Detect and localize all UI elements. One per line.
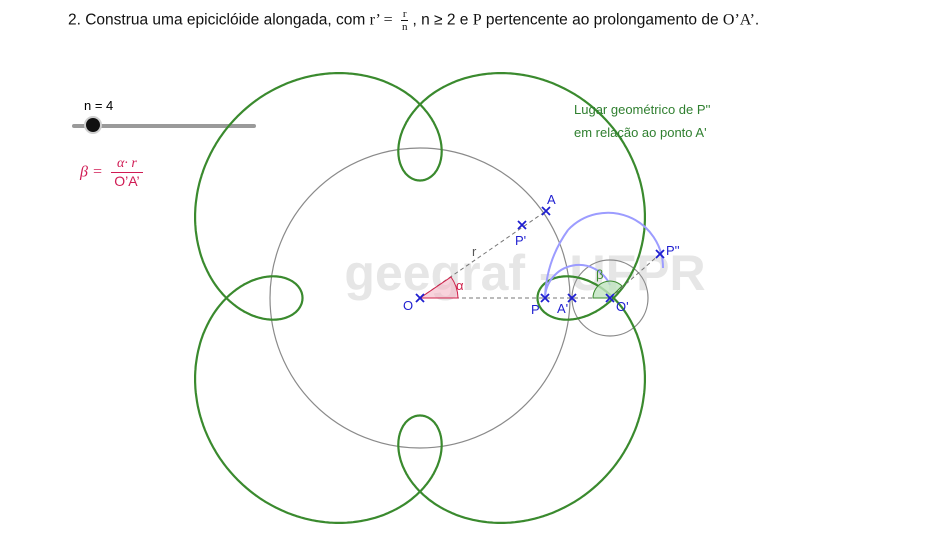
alpha-angle-sector bbox=[418, 276, 459, 299]
n-slider-track[interactable] bbox=[72, 124, 256, 128]
title-fraction: r n bbox=[400, 8, 409, 33]
annotation-line-1: Lugar geométrico de P'' bbox=[574, 102, 711, 117]
annotation-line-2: em relação ao ponto A' bbox=[574, 125, 707, 140]
problem-statement: 2. Construa uma epiciclóide alongada, co… bbox=[68, 8, 759, 33]
label-a: A bbox=[547, 192, 556, 207]
title-end: . bbox=[754, 11, 760, 29]
title-suffix-a: , n ≥ 2 e bbox=[412, 11, 469, 29]
title-segment: O’A’ bbox=[722, 11, 755, 29]
inner-locus-arc bbox=[544, 263, 611, 299]
title-p-symbol: P bbox=[472, 11, 482, 29]
label-p-dprime: P'' bbox=[666, 243, 680, 258]
label-p: P bbox=[531, 302, 540, 317]
label-o: O bbox=[403, 298, 413, 313]
point-o-prime-marker[interactable] bbox=[605, 293, 615, 303]
watermark: geegraf - UFPR bbox=[344, 245, 705, 301]
formula-fraction: α· r O’A’ bbox=[111, 156, 143, 189]
point-p-marker[interactable] bbox=[540, 293, 550, 303]
elongated-epicycloid-curve bbox=[194, 72, 646, 524]
label-r: r bbox=[472, 244, 477, 259]
title-fraction-denominator: n bbox=[401, 21, 408, 33]
n-slider-handle[interactable] bbox=[86, 118, 100, 132]
title-fraction-numerator: r bbox=[400, 8, 409, 21]
title-prefix: 2. Construa uma epiciclóide alongada, co… bbox=[68, 11, 366, 29]
formula-denominator: O’A’ bbox=[114, 173, 140, 189]
point-a-marker[interactable] bbox=[541, 206, 551, 216]
label-alpha: α bbox=[456, 278, 464, 293]
radius-oa bbox=[419, 210, 547, 299]
label-o-prime: O' bbox=[616, 299, 629, 314]
title-suffix-b: pertencente ao prolongamento de bbox=[485, 11, 719, 29]
label-beta: β bbox=[596, 267, 603, 282]
point-o-marker[interactable] bbox=[415, 293, 425, 303]
point-p-prime-marker[interactable] bbox=[517, 220, 527, 230]
locus-arc-outer bbox=[567, 211, 665, 269]
points bbox=[415, 206, 665, 303]
label-p-prime: P' bbox=[515, 233, 526, 248]
slider-label: n = 4 bbox=[84, 98, 114, 113]
point-p-dprime-marker[interactable] bbox=[655, 249, 665, 259]
formula-numerator: α· r bbox=[111, 156, 143, 173]
beta-angle-sector bbox=[592, 280, 623, 299]
beta-formula: β = α· r O’A’ bbox=[80, 156, 143, 189]
point-a-prime-marker[interactable] bbox=[567, 293, 577, 303]
title-r-prime: r’ = bbox=[369, 11, 393, 29]
formula-lhs: β = bbox=[80, 163, 103, 181]
label-a-prime: A' bbox=[557, 301, 568, 316]
